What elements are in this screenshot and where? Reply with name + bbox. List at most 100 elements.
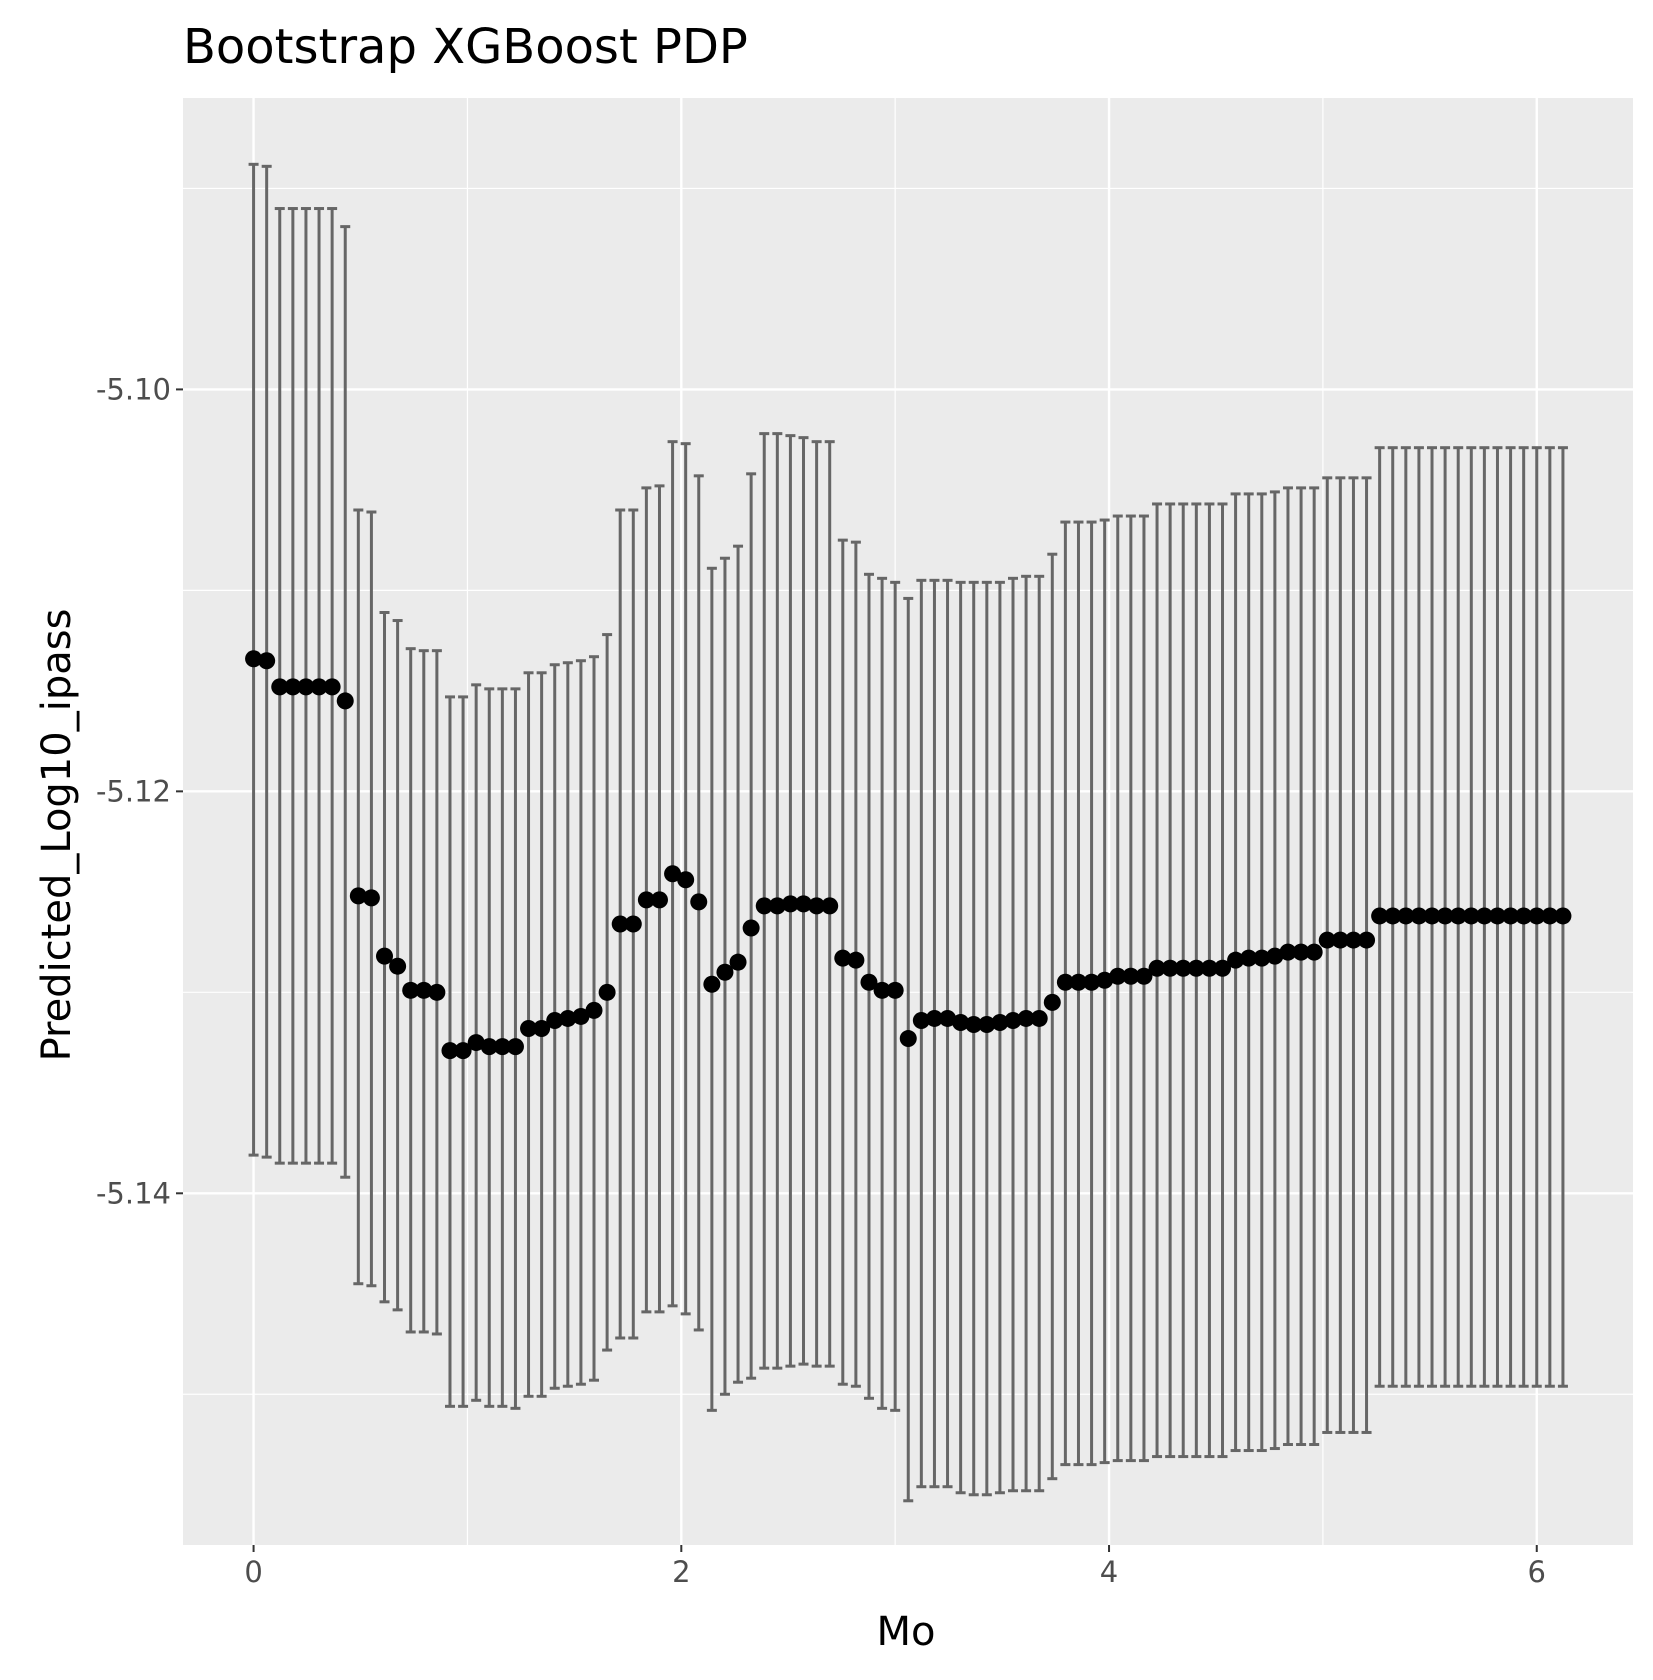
data-point — [1502, 907, 1520, 925]
data-point — [1043, 993, 1061, 1011]
data-point — [559, 1009, 577, 1027]
error-bar — [1086, 520, 1097, 1467]
error-bar — [929, 578, 940, 1489]
data-point — [1410, 907, 1428, 925]
data-point — [1148, 959, 1166, 977]
y-tick-label: -5.10 — [96, 372, 171, 406]
error-bar — [1361, 476, 1372, 1434]
error-bar — [1322, 476, 1333, 1434]
data-point — [1397, 907, 1415, 925]
data-point — [860, 973, 878, 991]
error-bar — [1243, 492, 1254, 1453]
y-tick-label: -5.12 — [96, 774, 171, 808]
data-point — [1515, 907, 1533, 925]
x-tick-label: 6 — [1528, 1555, 1546, 1589]
data-point — [1030, 1009, 1048, 1027]
error-bar — [942, 578, 953, 1489]
data-point — [533, 1020, 551, 1038]
error-bar — [994, 580, 1005, 1495]
error-bar — [1112, 514, 1123, 1463]
data-point — [1331, 931, 1349, 949]
error-bar — [1047, 552, 1058, 1481]
data-point — [310, 678, 328, 696]
error-bar — [968, 580, 979, 1497]
data-point — [1462, 907, 1480, 925]
data-point — [1475, 907, 1493, 925]
error-bar — [1073, 520, 1084, 1467]
data-point — [441, 1042, 459, 1060]
data-point — [1240, 949, 1258, 967]
data-point — [1017, 1009, 1035, 1027]
data-point — [664, 865, 682, 883]
x-tick-label: 4 — [1100, 1555, 1118, 1589]
data-point — [886, 981, 904, 999]
x-axis: 0 2 4 6 — [244, 1545, 1546, 1589]
data-point — [1305, 943, 1323, 961]
data-point — [1266, 947, 1284, 965]
error-bar — [1230, 492, 1241, 1453]
data-point — [1358, 931, 1376, 949]
data-point — [572, 1007, 590, 1025]
data-point — [323, 678, 341, 696]
data-point — [467, 1034, 485, 1052]
data-point — [1069, 973, 1087, 991]
error-bar — [1178, 502, 1189, 1459]
data-point — [1384, 907, 1402, 925]
data-point — [1371, 907, 1389, 925]
x-tick-label: 0 — [244, 1555, 262, 1589]
data-point — [952, 1013, 970, 1031]
data-point — [768, 897, 786, 915]
data-point — [1056, 973, 1074, 991]
data-point — [795, 895, 813, 913]
data-point — [271, 678, 289, 696]
error-bar — [1296, 486, 1307, 1447]
error-bar — [1348, 476, 1359, 1434]
y-tick-label: -5.14 — [96, 1176, 171, 1210]
data-point — [1528, 907, 1546, 925]
data-point — [546, 1011, 564, 1029]
data-point — [1161, 959, 1179, 977]
data-point — [834, 949, 852, 967]
data-point — [480, 1038, 498, 1056]
data-point — [1436, 907, 1454, 925]
data-point — [624, 915, 642, 933]
data-point — [847, 951, 865, 969]
error-bar — [1034, 574, 1045, 1493]
data-point — [703, 975, 721, 993]
data-point — [1083, 973, 1101, 991]
data-point — [912, 1011, 930, 1029]
data-point — [991, 1013, 1009, 1031]
data-point — [585, 1001, 603, 1019]
error-bar — [916, 578, 927, 1489]
error-bar — [955, 580, 966, 1495]
data-point — [258, 652, 276, 670]
data-point — [349, 887, 367, 905]
data-point — [454, 1042, 472, 1060]
data-point — [637, 891, 655, 909]
data-point — [493, 1038, 511, 1056]
data-point — [336, 692, 354, 710]
data-point — [925, 1009, 943, 1027]
data-point — [1096, 971, 1114, 989]
chart-title: Bootstrap XGBoost PDP — [183, 19, 748, 75]
data-point — [1541, 907, 1559, 925]
data-point — [939, 1009, 957, 1027]
data-point — [808, 897, 826, 915]
data-point — [297, 678, 315, 696]
error-bar — [981, 580, 992, 1497]
y-axis: -5.10 -5.12 -5.14 — [96, 372, 183, 1210]
data-point — [781, 895, 799, 913]
data-point — [362, 889, 380, 907]
data-point — [1449, 907, 1467, 925]
data-point — [402, 981, 420, 999]
data-point — [965, 1015, 983, 1033]
data-point — [245, 650, 263, 668]
data-point — [873, 981, 891, 999]
data-point — [978, 1015, 996, 1033]
error-bar — [1060, 520, 1071, 1467]
data-point — [1227, 951, 1245, 969]
error-bar — [1138, 514, 1149, 1463]
x-axis-title: Mo — [877, 1609, 936, 1655]
